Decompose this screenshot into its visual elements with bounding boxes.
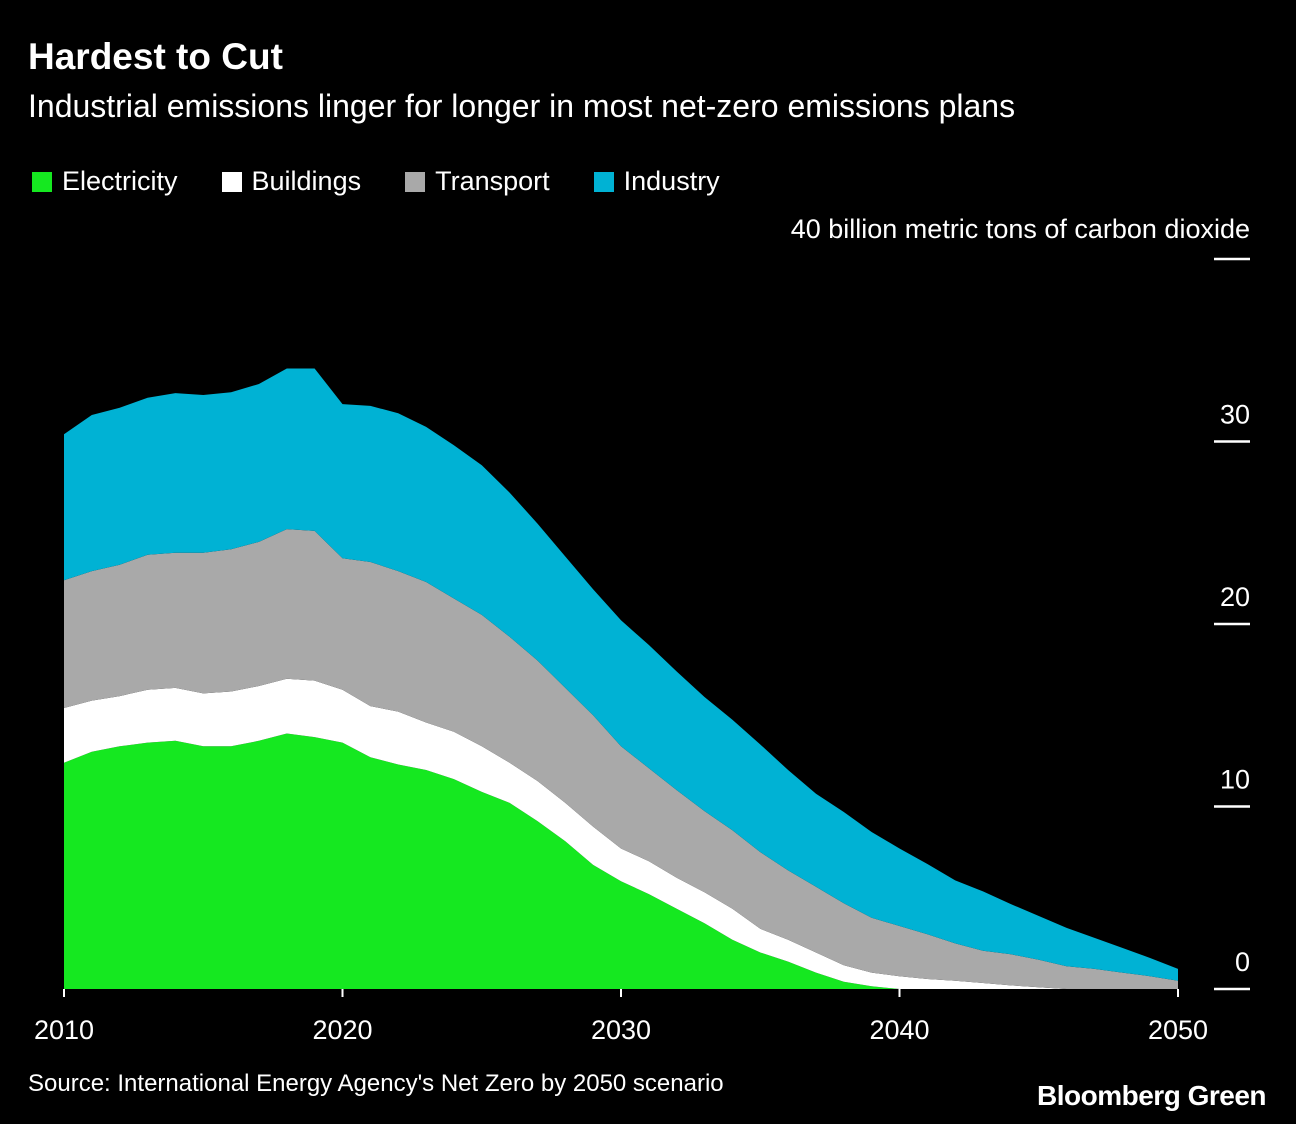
x-tick-label: 2010 xyxy=(34,1015,94,1045)
chart-subtitle: Industrial emissions linger for longer i… xyxy=(28,88,1016,124)
legend-item-transport: Transport xyxy=(405,166,550,197)
x-tick-label: 2050 xyxy=(1148,1015,1208,1045)
area-industry xyxy=(64,368,1178,981)
y-tick-label: 10 xyxy=(1220,765,1250,795)
legend-label: Electricity xyxy=(62,166,178,196)
bloomberg-green-logo: Bloomberg Green xyxy=(1037,1080,1266,1111)
legend-item-electricity: Electricity xyxy=(32,166,178,197)
legend-swatch-buildings xyxy=(221,171,242,192)
y-axis-unit-label: 40 billion metric tons of carbon dioxide xyxy=(790,214,1250,244)
legend-label: Buildings xyxy=(251,166,362,196)
y-tick-label: 30 xyxy=(1220,400,1250,430)
legend-item-industry: Industry xyxy=(593,166,720,197)
y-tick-label: 20 xyxy=(1220,582,1250,612)
chart-title: Hardest to Cut xyxy=(28,36,283,77)
legend: Electricity Buildings Transport Industry xyxy=(32,166,764,197)
legend-swatch-transport xyxy=(405,171,426,192)
x-tick-label: 2030 xyxy=(591,1015,651,1045)
legend-swatch-electricity xyxy=(32,171,52,192)
x-tick-label: 2040 xyxy=(869,1015,929,1045)
source-note: Source: International Energy Agency's Ne… xyxy=(28,1070,724,1097)
y-tick-label: 0 xyxy=(1235,947,1250,977)
area-buildings xyxy=(64,678,1178,989)
legend-label: Industry xyxy=(623,166,720,196)
area-electricity xyxy=(64,733,1178,989)
x-tick-label: 2020 xyxy=(312,1015,372,1045)
area-transport xyxy=(64,529,1178,989)
legend-item-buildings: Buildings xyxy=(221,166,362,197)
legend-label: Transport xyxy=(435,166,550,196)
legend-swatch-industry xyxy=(593,171,614,192)
